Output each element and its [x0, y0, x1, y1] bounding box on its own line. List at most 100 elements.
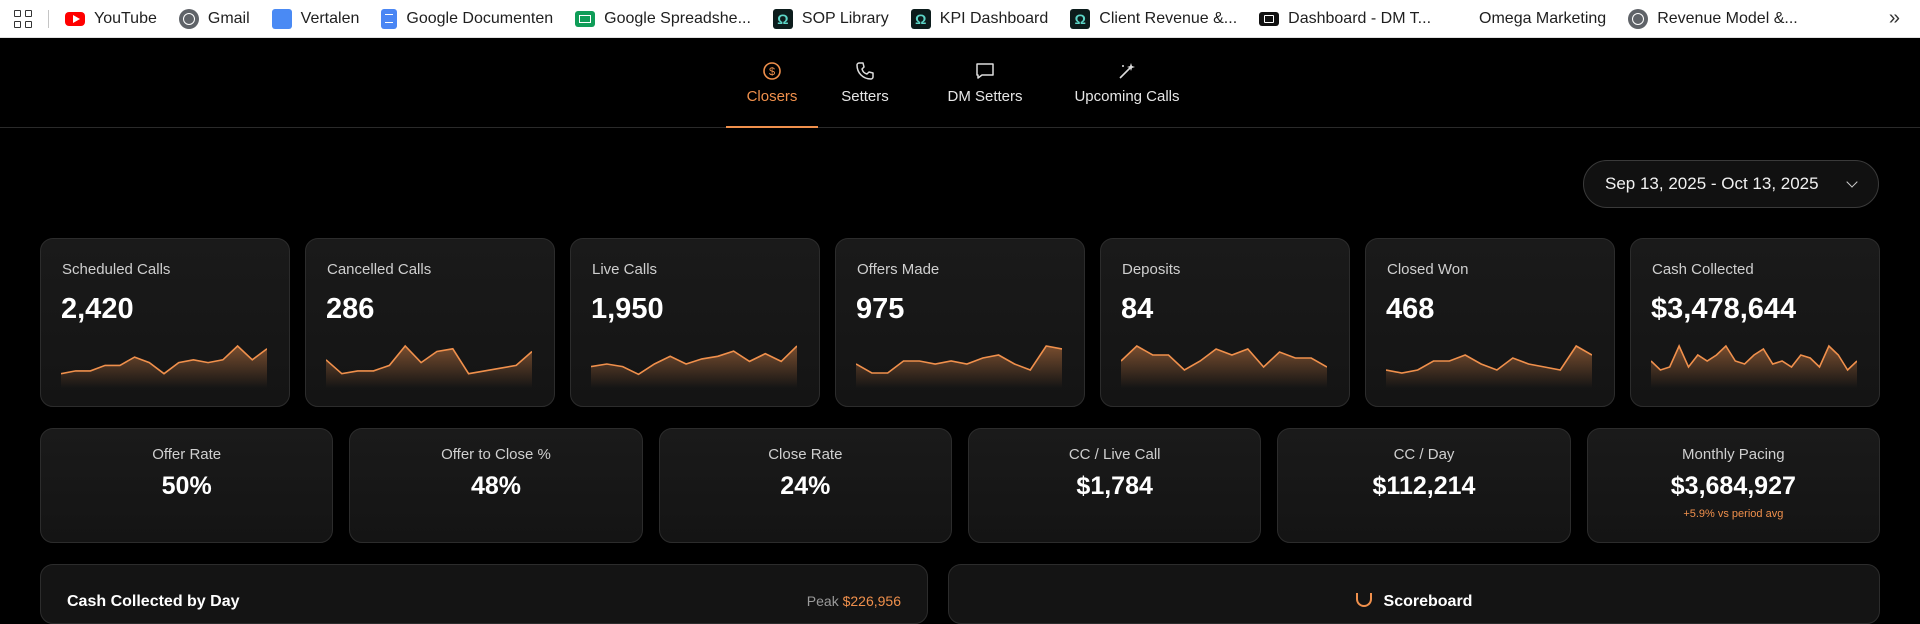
message-icon — [974, 60, 996, 82]
bookmark-label: Revenue Model &... — [1657, 9, 1798, 27]
rate-value: 48% — [470, 472, 522, 500]
rate-label: CC / Day — [1393, 446, 1455, 463]
sparkline — [1651, 344, 1857, 388]
rate-card: Close Rate 24% — [658, 428, 952, 543]
bookmark-item[interactable]: YouTube — [65, 10, 157, 28]
peak-label: Peak — [806, 593, 839, 609]
rate-card: Monthly Pacing $3,684,927 +5.9% vs period … — [1586, 428, 1880, 543]
kpi-label: Cash Collected — [1652, 261, 1754, 278]
apps-grid-icon[interactable] — [14, 9, 32, 28]
dollar-circle-icon: $ — [761, 60, 783, 82]
rate-label: Monthly Pacing — [1682, 446, 1785, 463]
kpi-card: Cash Collected $3,478,644 — [1630, 238, 1880, 407]
bookmark-label: Client Revenue &... — [1099, 9, 1238, 27]
bookmark-label: Dashboard - DM T... — [1288, 9, 1432, 27]
sparkline — [591, 345, 797, 388]
bookmark-label: Vertalen — [300, 9, 360, 27]
rate-card: Offer to Close % 48% — [349, 428, 643, 543]
sparkline — [326, 344, 532, 388]
sparkline-line — [326, 344, 532, 375]
kpi-label: Live Calls — [592, 261, 658, 278]
sparkline-area — [326, 346, 532, 388]
date-range-picker[interactable]: Sep 13, 2025 - Oct 13, 2025 — [1583, 160, 1879, 208]
bookmarks-bar: YouTube Gmail Vertalen Google Documenten Goo… — [0, 0, 1920, 38]
bookmark-item[interactable]: Dashboard - DM T... — [1259, 10, 1431, 28]
chevron-down-icon — [1846, 176, 1858, 188]
bookmark-item[interactable]: Omega Marketing — [1479, 10, 1606, 28]
bookmark-label: Google Spreadshe... — [604, 9, 751, 27]
phone-icon — [854, 60, 876, 82]
bookmark-label: Omega Marketing — [1479, 9, 1607, 27]
tab-setters[interactable]: Setters — [822, 38, 908, 127]
rate-label: Close Rate — [768, 446, 843, 463]
kpi-card: Live Calls 1,950 — [570, 238, 820, 407]
panel-title: Cash Collected by Day — [67, 593, 240, 610]
sparkline-line — [1386, 344, 1592, 374]
rate-card: CC / Live Call $1,784 — [968, 428, 1262, 543]
globe-icon — [178, 8, 199, 29]
tab-closers[interactable]: $ Closers — [726, 38, 818, 128]
omega-icon — [910, 8, 931, 29]
bookmark-item[interactable]: SOP Library — [772, 8, 889, 29]
bookmark-label: YouTube — [94, 9, 157, 27]
kpi-label: Deposits — [1122, 261, 1181, 278]
bookmark-label: Google Documenten — [406, 9, 554, 27]
kpi-value: 2,420 — [61, 293, 134, 325]
nav-tabs: $ Closers Setters DM Setters Upcoming Ca… — [0, 38, 1920, 128]
date-row: Sep 13, 2025 - Oct 13, 2025 — [0, 128, 1920, 230]
rate-subtext: +5.9% vs period avg — [1683, 508, 1784, 520]
sparkline — [856, 345, 1062, 388]
youtube-icon — [65, 11, 85, 26]
kpi-label: Closed Won — [1387, 261, 1469, 278]
dashboard-icon — [1259, 11, 1280, 26]
kpi-card: Scheduled Calls 2,420 — [40, 238, 290, 407]
more-bookmarks-icon[interactable]: » — [1888, 7, 1900, 29]
tab-upcoming-calls[interactable]: Upcoming Calls — [1062, 38, 1192, 127]
sparkline-area — [61, 346, 267, 388]
peak-readout: Peak $226,956 — [807, 593, 901, 609]
bookmark-label: Gmail — [207, 9, 250, 27]
kpi-label: Cancelled Calls — [327, 261, 432, 278]
rate-cards: Offer Rate 50% Offer to Close % 48% Close Ra… — [40, 428, 1880, 543]
kpi-value: 468 — [1386, 293, 1435, 325]
rate-value: 50% — [161, 472, 212, 500]
cash-by-day-panel: Cash Collected by Day Peak $226,956 — [40, 564, 928, 624]
rate-value: 24% — [780, 472, 831, 500]
kpi-value: 975 — [856, 293, 905, 325]
bookmark-item[interactable]: KPI Dashboard — [910, 8, 1049, 29]
bookmark-item[interactable]: Client Revenue &... — [1070, 8, 1238, 29]
bookmark-item[interactable]: Google Documenten — [381, 8, 554, 29]
bookmark-item[interactable]: Revenue Model &... — [1628, 8, 1798, 29]
kpi-card: Cancelled Calls 286 — [305, 238, 555, 407]
sparkle-wand-icon — [1116, 60, 1138, 82]
rate-card: CC / Day $112,214 — [1277, 428, 1571, 543]
translate-icon — [271, 8, 292, 29]
panel-title: Scoreboard — [949, 592, 1879, 611]
bookmark-label: SOP Library — [801, 9, 889, 27]
sparkline — [61, 344, 267, 388]
sheets-icon — [575, 10, 596, 27]
bookmark-item[interactable]: Google Spreadshe... — [575, 10, 751, 28]
tab-label: Upcoming Calls — [1074, 88, 1180, 105]
sparkline — [1386, 344, 1592, 388]
sparkline-area — [591, 346, 797, 388]
rate-label: Offer to Close % — [441, 446, 551, 463]
kpi-card: Offers Made 975 — [835, 238, 1085, 407]
sparkline-line — [1121, 345, 1327, 371]
kpi-card: Closed Won 468 — [1365, 238, 1615, 407]
bookmark-item[interactable]: Gmail — [178, 8, 250, 29]
svg-text:$: $ — [769, 66, 775, 78]
kpi-card: Deposits 84 — [1100, 238, 1350, 407]
sparkline — [1121, 345, 1327, 388]
kpi-value: 1,950 — [591, 293, 664, 325]
globe-icon — [1628, 8, 1649, 29]
bookmark-label: KPI Dashboard — [939, 9, 1049, 27]
bookmark-item[interactable]: Vertalen — [271, 8, 360, 29]
sparkline-line — [856, 345, 1062, 374]
separator — [48, 9, 49, 28]
tab-dm-setters[interactable]: DM Setters — [912, 38, 1058, 127]
omega-icon — [772, 8, 793, 29]
rate-value: $1,784 — [1076, 472, 1153, 500]
bookmark-list: YouTube Gmail Vertalen Google Documenten Goo… — [65, 8, 1820, 29]
rate-label: Offer Rate — [152, 446, 222, 463]
